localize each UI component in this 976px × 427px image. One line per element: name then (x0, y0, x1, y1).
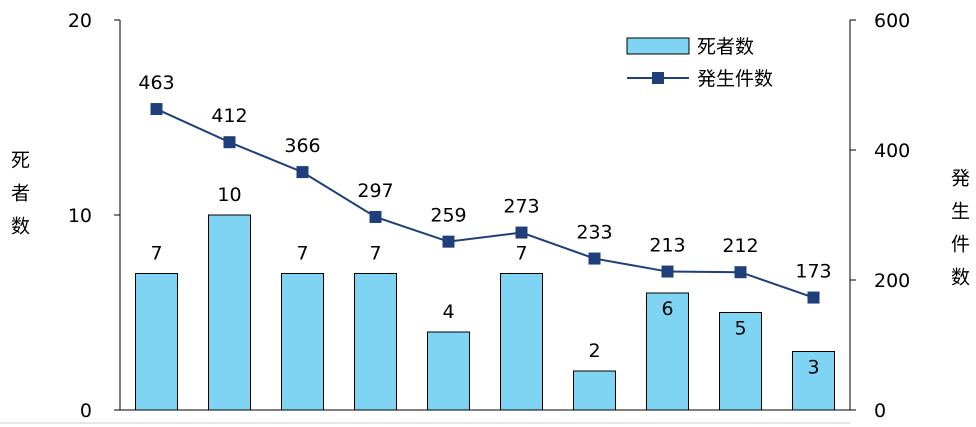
line-data-label: 412 (211, 105, 247, 127)
bar (792, 351, 835, 411)
bars-group (135, 214, 835, 411)
line-point (515, 226, 528, 239)
legend-line-label: 発生件数 (697, 68, 773, 90)
line-point (369, 210, 382, 223)
line-point (661, 265, 674, 278)
line-data-label: 366 (284, 135, 320, 157)
bar-data-label: 4 (442, 301, 454, 323)
bar-data-label: 10 (217, 184, 241, 206)
y-left-tick-label: 10 (68, 205, 92, 227)
bar (646, 292, 689, 411)
bar-data-label: 3 (807, 357, 819, 379)
bar-data-label: 5 (734, 318, 746, 340)
legend-bar-label: 死者数 (697, 36, 754, 58)
bar (281, 273, 324, 411)
legend: 死者数 発生件数 (626, 36, 773, 90)
y-right-tick-label: 400 (874, 140, 910, 162)
line-data-label: 173 (795, 261, 831, 283)
line-data-label: 212 (722, 235, 758, 257)
line-data-label: 213 (649, 235, 685, 257)
y-left-tick-label: 0 (80, 400, 92, 422)
series-line (156, 108, 814, 299)
bar (208, 214, 251, 411)
y-left-tick-label: 20 (68, 10, 92, 32)
line-point (296, 166, 309, 179)
line-point (223, 136, 236, 149)
y-right-tick-label: 200 (874, 270, 910, 292)
bar-data-label: 7 (515, 243, 527, 265)
line-data-label: 463 (138, 72, 174, 94)
line-point (588, 252, 601, 265)
y-axis-left-title: 死者数 (8, 150, 30, 249)
bar-data-label: 7 (369, 243, 381, 265)
bar (500, 273, 543, 411)
line-point (442, 235, 455, 248)
bar (354, 273, 397, 411)
legend-line-marker (652, 72, 664, 84)
data-labels-group: 7 10 7 7 4 7 2 6 5 3 463 412 366 297 259 273 233 213 212 17… (138, 72, 831, 378)
bar-data-label: 2 (588, 340, 600, 362)
bar-data-label: 6 (661, 298, 673, 320)
bar-data-label: 7 (150, 243, 162, 265)
y-right-tick-label: 600 (874, 10, 910, 32)
line-data-label: 233 (576, 222, 612, 244)
bar (427, 331, 470, 411)
bar-data-label: 7 (296, 243, 308, 265)
line-data-label: 273 (503, 196, 539, 218)
bar (135, 273, 178, 411)
legend-bar-swatch (626, 37, 690, 55)
line-point (150, 103, 163, 116)
line-point (807, 291, 820, 304)
line-data-label: 259 (430, 205, 466, 227)
line-data-label: 297 (357, 180, 393, 202)
y-axis-right-title: 発生件数 (948, 168, 970, 300)
line-point (734, 266, 747, 279)
y-right-tick-label: 0 (874, 400, 886, 422)
line-group (150, 103, 820, 304)
bar (573, 370, 616, 411)
